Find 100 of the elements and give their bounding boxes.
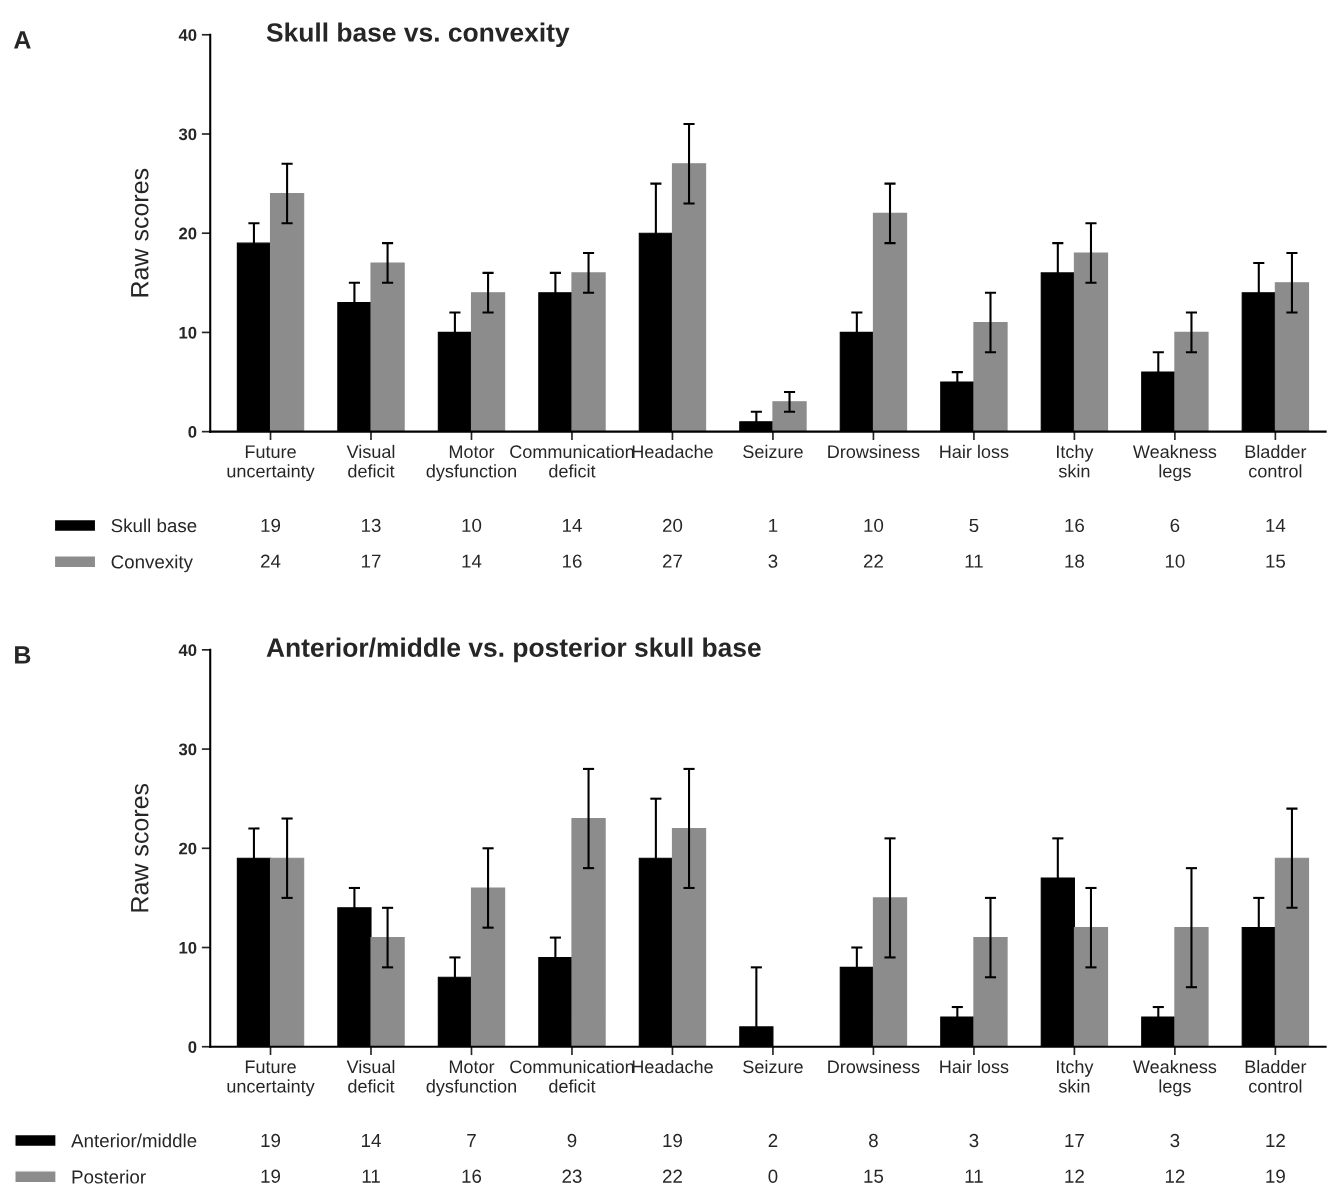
- data-label: 12: [1065, 1169, 1084, 1183]
- data-label: 16: [1065, 518, 1084, 533]
- data-label: 7: [467, 1134, 476, 1147]
- x-tick-label: Bladder control: [1245, 1059, 1307, 1093]
- data-label: 16: [462, 1169, 482, 1183]
- y-tick-label: 0: [188, 426, 197, 438]
- data-label: 0: [768, 1169, 778, 1183]
- y-axis-title: Raw scores: [131, 168, 149, 297]
- y-tick-label: 20: [179, 227, 197, 240]
- x-tick-label: Headache: [632, 1059, 713, 1074]
- data-label: 16: [562, 554, 582, 568]
- data-label: 20: [662, 518, 683, 533]
- data-label: 22: [662, 1169, 682, 1183]
- bar: [1073, 927, 1109, 1047]
- data-label: 12: [1165, 1169, 1185, 1183]
- data-label: 14: [362, 1134, 381, 1147]
- data-label: 27: [662, 554, 682, 568]
- data-label: 14: [462, 554, 482, 568]
- bar: [1174, 331, 1209, 432]
- x-tick-label: Bladder control: [1245, 444, 1307, 478]
- bar: [470, 292, 506, 432]
- data-label: 15: [864, 1169, 884, 1183]
- bar: [571, 817, 606, 1047]
- x-tick-label: Drowsiness: [828, 444, 920, 459]
- y-tick-label: 10: [179, 941, 197, 954]
- x-tick-label: Itchy skin: [1057, 1059, 1094, 1093]
- data-label: 23: [562, 1169, 582, 1183]
- data-label: 10: [864, 518, 884, 533]
- y-tick-label: 0: [188, 1041, 197, 1053]
- legend-label: Posterior: [72, 1169, 146, 1184]
- bar: [671, 827, 707, 1047]
- data-label: 6: [1170, 518, 1180, 533]
- data-label: 17: [1065, 1134, 1084, 1147]
- data-label: 19: [261, 518, 281, 533]
- bar: [1073, 252, 1109, 432]
- data-label: 10: [1165, 554, 1185, 568]
- y-tick-label: 20: [179, 842, 197, 855]
- data-label: 11: [965, 1169, 983, 1183]
- y-tick-label: 30: [178, 743, 197, 756]
- y-tick-label: 30: [178, 128, 197, 141]
- bar: [470, 887, 506, 1047]
- y-tick-label: 40: [178, 644, 197, 657]
- legend-label: Convexity: [111, 554, 193, 573]
- bar: [872, 897, 908, 1047]
- y-tick-label: 40: [178, 29, 197, 41]
- x-tick-label: Visual deficit: [346, 1059, 395, 1093]
- legend-label: Anterior/middle: [71, 1133, 197, 1148]
- bar: [973, 321, 1008, 432]
- data-label: 3: [1170, 1133, 1180, 1148]
- chart-title: Skull base vs. convexity: [266, 22, 570, 48]
- x-tick-label: Visual deficit: [346, 444, 395, 478]
- data-label: 18: [1065, 554, 1085, 568]
- legend-label: Skull base: [111, 518, 197, 533]
- bar: [1274, 857, 1310, 1047]
- data-label: 3: [969, 1133, 979, 1148]
- x-tick-label: Hair loss: [940, 1059, 1009, 1074]
- bar: [571, 272, 606, 432]
- data-label: 11: [362, 1169, 380, 1183]
- data-label: 13: [362, 518, 381, 533]
- chart-title: Anterior/middle vs. posterior skull base: [266, 637, 761, 663]
- x-tick-label: Drowsiness: [828, 1059, 920, 1074]
- y-axis-title: Raw scores: [131, 783, 149, 912]
- x-tick-label: Future uncertainty: [227, 1060, 315, 1097]
- data-label: 22: [863, 554, 883, 568]
- data-label: 14: [1266, 518, 1286, 532]
- text: A: [14, 31, 31, 49]
- y-tick-label: 10: [179, 326, 197, 339]
- data-label: 11: [965, 554, 983, 568]
- bar: [1174, 927, 1209, 1047]
- x-tick-label: Seizure: [743, 1059, 803, 1074]
- bar: [973, 937, 1008, 1047]
- data-label: 19: [261, 1169, 281, 1183]
- data-label: 24: [261, 554, 281, 568]
- x-tick-label: Weakness legs: [1132, 1059, 1217, 1097]
- data-label: 1: [769, 518, 778, 532]
- bar: [1274, 282, 1310, 432]
- x-tick-label: Seizure: [743, 444, 803, 459]
- x-tick-label: Hair loss: [940, 444, 1009, 459]
- data-label: 10: [462, 518, 482, 533]
- data-label: 19: [663, 1133, 682, 1148]
- x-tick-label: Weakness legs: [1132, 444, 1217, 482]
- data-label: 17: [362, 554, 381, 568]
- data-label: 9: [567, 1133, 577, 1148]
- data-label: 3: [768, 554, 778, 568]
- data-label: 19: [261, 1133, 281, 1148]
- data-label: 15: [1266, 554, 1286, 568]
- x-tick-label: Itchy skin: [1057, 444, 1094, 478]
- data-label: 12: [1266, 1133, 1285, 1147]
- data-label: 14: [562, 518, 582, 532]
- data-label: 8: [869, 1133, 878, 1148]
- bar: [269, 857, 305, 1047]
- x-tick-label: Future uncertainty: [227, 445, 315, 482]
- bar: [671, 163, 707, 432]
- data-label: 5: [969, 518, 979, 533]
- bar: [772, 401, 807, 432]
- bar: [872, 212, 908, 432]
- bar: [269, 192, 305, 432]
- bar: [370, 937, 405, 1047]
- x-tick-label: Headache: [632, 444, 713, 459]
- data-label: 19: [1266, 1169, 1285, 1183]
